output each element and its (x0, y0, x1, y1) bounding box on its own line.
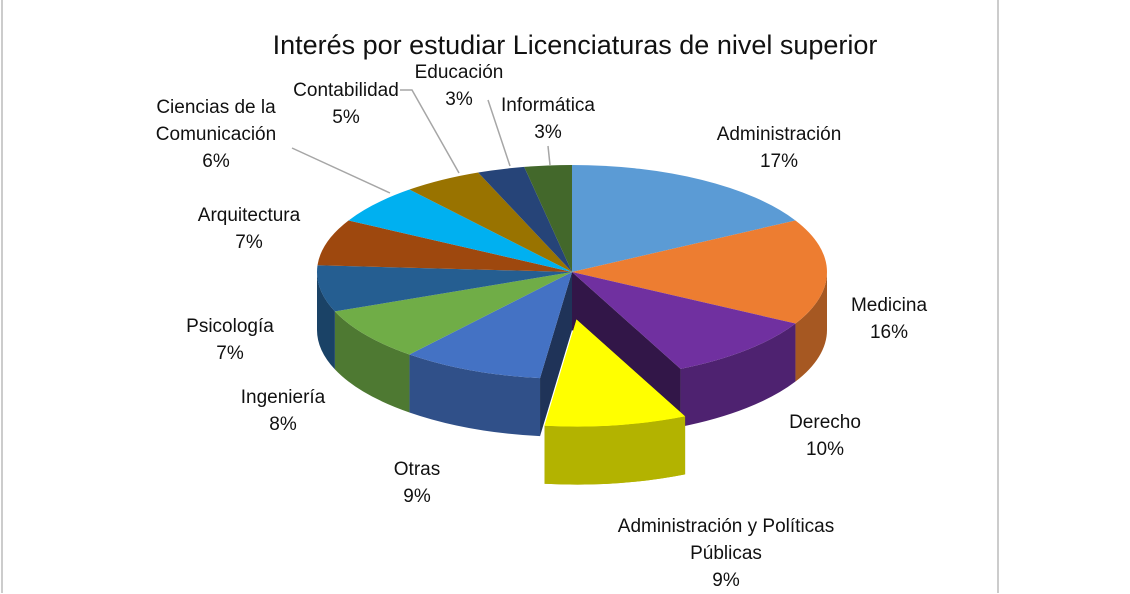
slice (572, 165, 796, 272)
slice-label: Administración (716, 124, 842, 145)
slice (544, 319, 686, 427)
slice-side (409, 354, 541, 437)
slice-value-label: 10% (805, 439, 845, 460)
slice-label: Psicología (186, 316, 274, 337)
slice-label: Educación (414, 62, 504, 83)
slice (334, 272, 572, 355)
slice (478, 166, 572, 272)
slice (572, 220, 827, 324)
slice-value-label: 9% (712, 570, 740, 591)
slice-side (544, 416, 686, 485)
leader-line (547, 145, 551, 166)
slice-value-label: 3% (534, 122, 562, 143)
leader-line (400, 89, 460, 174)
slice-label: Derecho (789, 412, 861, 433)
slice-label: Ciencias de la Comunicación (155, 97, 277, 145)
slice-label: Arquitectura (197, 205, 301, 226)
leader-line (291, 147, 391, 194)
slice-label: Ingeniería (240, 387, 326, 408)
slice (524, 165, 572, 272)
slice (409, 272, 572, 379)
slice-value-label: 3% (445, 89, 473, 110)
slice-value-label: 5% (332, 107, 360, 128)
chart-title: Interés por estudiar Licenciaturas de ni… (272, 30, 878, 60)
leader-line (487, 99, 511, 167)
slice-label: Otras (393, 459, 441, 480)
slice-value-label: 7% (216, 343, 244, 364)
slice-side (317, 272, 335, 370)
slice-value-label: 7% (235, 232, 263, 253)
slice (409, 172, 572, 272)
slice-side (680, 323, 796, 427)
slice (317, 265, 572, 312)
slice-side (334, 311, 410, 413)
slice-label: Informática (501, 95, 595, 116)
slice (348, 189, 572, 272)
slice-value-label: 6% (202, 151, 230, 172)
slice-value-label: 9% (403, 486, 431, 507)
slice-side (795, 272, 827, 382)
slice-label: Administración y Políticas Públicas (617, 516, 835, 564)
slice-face (540, 272, 572, 437)
slice-face (572, 272, 681, 427)
slice (572, 272, 796, 369)
slice-value-label: 8% (269, 414, 297, 435)
slice-label: Medicina (850, 295, 928, 316)
slice (317, 220, 572, 272)
slice-value-label: 16% (869, 322, 909, 343)
slice-label: Contabilidad (293, 80, 399, 101)
slice-value-label: 17% (759, 151, 799, 172)
